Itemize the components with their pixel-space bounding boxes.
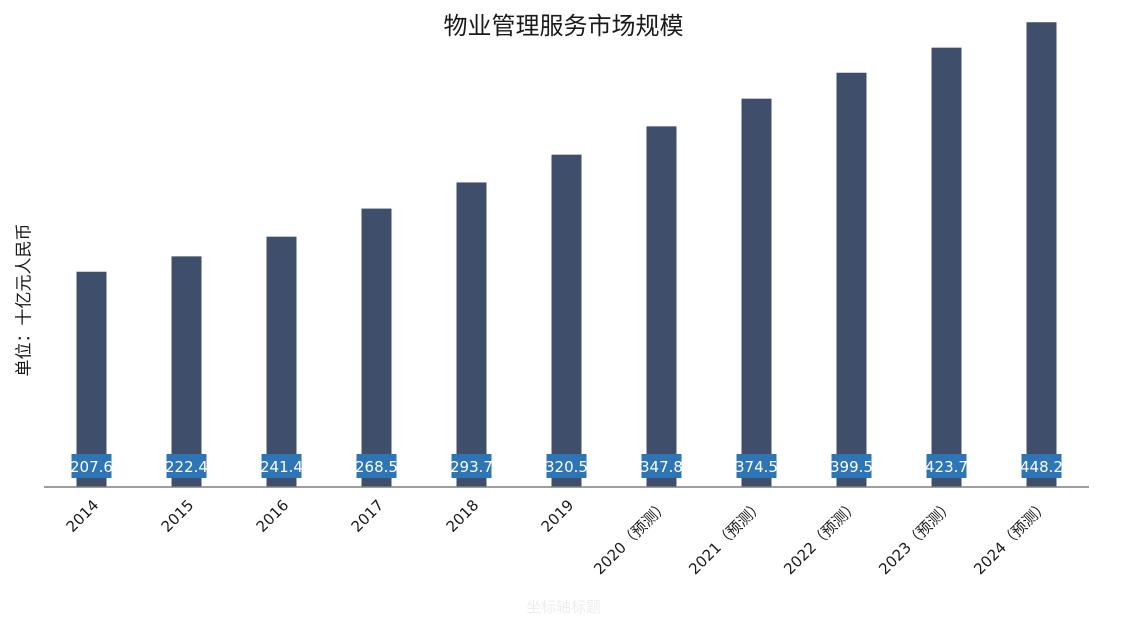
bar-7 bbox=[741, 98, 772, 487]
data-label-box-5 bbox=[546, 454, 587, 478]
x-tick-label-3: 2017 bbox=[348, 496, 388, 536]
bar-3 bbox=[361, 208, 392, 487]
bar-5 bbox=[551, 154, 582, 487]
x-tick-label-7: 2021（预测） bbox=[685, 496, 767, 578]
bar-6 bbox=[646, 126, 677, 487]
x-tick-label-5: 2019 bbox=[538, 496, 578, 536]
bar-4 bbox=[456, 182, 487, 488]
data-label-5: 320.5 bbox=[545, 458, 588, 476]
bar-10 bbox=[1026, 22, 1057, 488]
bar-9 bbox=[931, 47, 962, 488]
data-label-box-7 bbox=[736, 454, 777, 478]
x-tick-label-0: 2014 bbox=[63, 496, 103, 536]
data-label-box-4 bbox=[451, 454, 492, 478]
x-tick-label-1: 2015 bbox=[158, 496, 198, 536]
data-label-box-9 bbox=[926, 454, 967, 478]
data-label-box-0 bbox=[71, 454, 112, 478]
x-tick-label-4: 2018 bbox=[443, 496, 483, 536]
data-label-box-3 bbox=[356, 454, 397, 478]
data-label-box-2 bbox=[261, 454, 302, 478]
data-label-box-10 bbox=[1021, 454, 1062, 478]
data-label-9: 423.7 bbox=[925, 458, 968, 476]
bar-1 bbox=[171, 256, 202, 487]
data-label-box-8 bbox=[831, 454, 872, 478]
data-label-box-1 bbox=[166, 454, 207, 478]
x-tick-label-6: 2020（预测） bbox=[590, 496, 672, 578]
x-tick-label-2: 2016 bbox=[253, 496, 293, 536]
data-label-8: 399.5 bbox=[830, 458, 873, 476]
bar-2 bbox=[266, 236, 297, 487]
data-label-0: 207.6 bbox=[70, 458, 113, 476]
data-label-2: 241.4 bbox=[260, 458, 303, 476]
chart-title: 物业管理服务市场规模 bbox=[443, 12, 684, 40]
x-tick-label-8: 2022（预测） bbox=[780, 496, 862, 578]
data-label-1: 222.4 bbox=[165, 458, 208, 476]
data-label-4: 293.7 bbox=[450, 458, 493, 476]
data-label-7: 374.5 bbox=[735, 458, 778, 476]
data-label-10: 448.2 bbox=[1020, 458, 1063, 476]
data-label-box-6 bbox=[641, 454, 682, 478]
x-tick-label-9: 2023（预测） bbox=[875, 496, 957, 578]
x-tick-label-10: 2024（预测） bbox=[970, 496, 1052, 578]
bar-8 bbox=[836, 72, 867, 487]
bar-0 bbox=[76, 271, 107, 487]
data-label-6: 347.8 bbox=[640, 458, 683, 476]
data-label-3: 268.5 bbox=[355, 458, 398, 476]
x-axis-title: 坐标轴标题 bbox=[525, 598, 601, 616]
